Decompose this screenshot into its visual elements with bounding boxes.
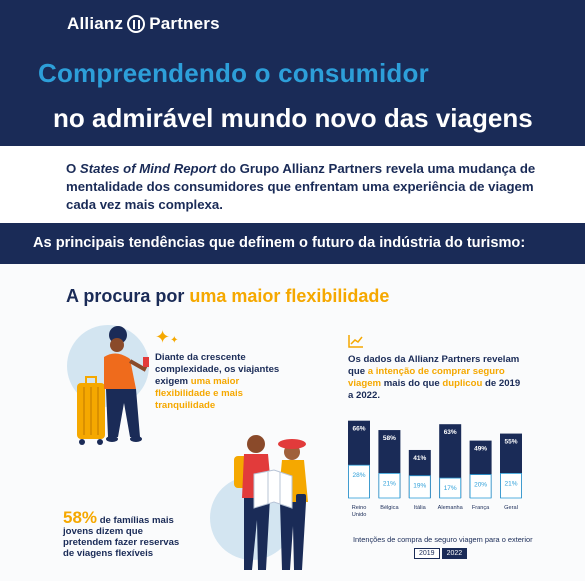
desc1-text: Diante da crescente complexidade, os via… bbox=[155, 352, 280, 387]
data-label-2022: 41% bbox=[413, 455, 426, 462]
bar-2019 bbox=[439, 477, 462, 499]
line-chart-icon bbox=[348, 335, 363, 348]
intro-text-start: O bbox=[66, 161, 80, 176]
families-statistic: 58% de famílias mais jovens dizem que pr… bbox=[63, 509, 193, 559]
bar-2019 bbox=[378, 473, 401, 499]
data-label-2019: 21% bbox=[504, 480, 517, 487]
title-line-1: Compreendendo o consumidor bbox=[38, 58, 429, 88]
intro-paragraph: O States of Mind Report do Grupo Allianz… bbox=[66, 160, 536, 214]
bar-2019 bbox=[500, 473, 522, 499]
chart-caption: Intenções de compra de seguro viagem par… bbox=[353, 535, 533, 544]
desc2-highlight-1: a intenção de comprar seguro viagem bbox=[348, 366, 505, 389]
section-title: A procura por uma maior flexibilidade bbox=[66, 286, 389, 307]
category-label: França bbox=[472, 505, 490, 511]
chart-legend: 2019 2022 bbox=[414, 548, 468, 559]
data-label-2022: 66% bbox=[352, 426, 365, 433]
category-label: Geral bbox=[504, 505, 518, 511]
legend-2019: 2019 bbox=[414, 548, 440, 559]
category-label: Bélgica bbox=[380, 505, 399, 511]
section-title-prefix: A procura por bbox=[66, 286, 190, 306]
category-label: Reino bbox=[352, 505, 367, 511]
desc2-text-1: Os dados da Allianz Partners revelam que bbox=[348, 354, 520, 377]
data-label-2022: 49% bbox=[474, 446, 487, 453]
stat-text: de famílias mais jovens dizem que preten… bbox=[63, 515, 180, 559]
intro-text-end: do Grupo Allianz Partners revela uma mud… bbox=[66, 161, 536, 212]
bar-2019 bbox=[408, 475, 431, 499]
data-label-2019: 28% bbox=[352, 472, 365, 479]
brand-logo: Allianz Partners bbox=[67, 14, 220, 34]
traveler-with-suitcase-illustration bbox=[77, 326, 149, 445]
trends-heading: As principais tendências que definem o f… bbox=[33, 235, 526, 251]
legend-2022: 2022 bbox=[441, 548, 468, 559]
header: Allianz Partners Compreendendo o consumi… bbox=[0, 0, 585, 146]
couple-with-map-illustration bbox=[234, 435, 308, 570]
data-label-2022: 55% bbox=[504, 439, 517, 446]
category-label: Unido bbox=[352, 512, 367, 518]
desc2-text-3: de 2019 a 2022. bbox=[348, 378, 521, 401]
trends-banner: As principais tendências que definem o f… bbox=[0, 223, 585, 264]
data-label-2019: 20% bbox=[474, 482, 487, 489]
data-label-2022: 63% bbox=[444, 429, 457, 436]
allianz-eagle-icon bbox=[127, 15, 146, 33]
flexibility-description: Diante da crescente complexidade, os via… bbox=[155, 352, 295, 412]
category-label: Alemanha bbox=[438, 505, 464, 511]
bar-2019 bbox=[469, 474, 492, 499]
report-name: States of Mind Report bbox=[79, 161, 217, 176]
category-label: Itália bbox=[414, 505, 427, 511]
data-label-2019: 19% bbox=[413, 483, 426, 490]
title-line-2: no admirável mundo novo das viagens bbox=[53, 103, 533, 133]
insurance-description: Os dados da Allianz Partners revelam que… bbox=[348, 354, 523, 402]
bar-2019 bbox=[348, 464, 370, 499]
data-label-2022: 58% bbox=[383, 435, 396, 442]
brand-name: Allianz bbox=[67, 14, 124, 33]
desc1-highlight: uma maior flexibilidade e mais tranquili… bbox=[155, 376, 243, 411]
sparkle-icon: ✦✦ bbox=[155, 327, 179, 347]
data-label-2019: 21% bbox=[383, 480, 396, 487]
desc2-text-2: mais do que bbox=[381, 378, 443, 389]
section-title-highlight: uma maior flexibilidade bbox=[189, 286, 390, 306]
desc2-highlight-2: duplicou bbox=[442, 378, 483, 389]
data-label-2019: 17% bbox=[444, 485, 457, 492]
stat-value: 58% bbox=[63, 508, 98, 527]
brand-suffix: Partners bbox=[149, 14, 220, 33]
